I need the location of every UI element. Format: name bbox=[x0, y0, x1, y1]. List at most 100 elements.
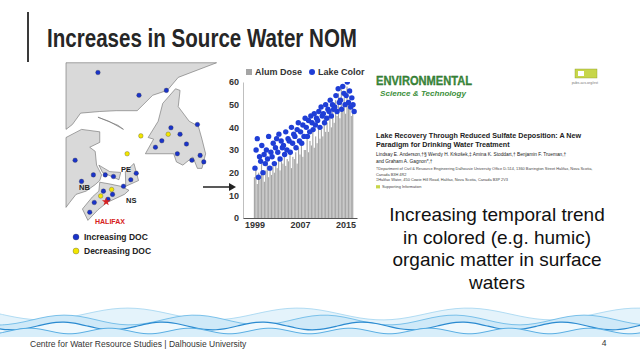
bar bbox=[301, 143, 302, 218]
paper-title: Paradigm for Drinking Water Treatment bbox=[376, 140, 510, 149]
point bbox=[317, 125, 322, 130]
point bbox=[350, 102, 355, 107]
bar bbox=[279, 170, 280, 218]
bar bbox=[284, 155, 285, 218]
point bbox=[277, 156, 282, 161]
map-site bbox=[190, 158, 195, 163]
legend-label: Alum Dose bbox=[255, 67, 302, 77]
bar bbox=[294, 159, 295, 218]
x-tick-label: 2015 bbox=[336, 220, 356, 230]
bar bbox=[344, 98, 345, 218]
bar bbox=[342, 109, 343, 218]
x-axis-line bbox=[244, 218, 358, 219]
map-site bbox=[166, 132, 171, 137]
bar bbox=[336, 116, 337, 218]
bar bbox=[291, 168, 292, 218]
legend-label: Decreasing DOC bbox=[84, 246, 151, 256]
slide-title: Increases in Source Water NOM bbox=[47, 24, 357, 52]
bar bbox=[349, 96, 350, 218]
bar bbox=[274, 173, 275, 218]
map-site bbox=[195, 122, 200, 127]
bar bbox=[270, 168, 271, 218]
bar bbox=[305, 150, 306, 218]
bar bbox=[271, 175, 272, 218]
paper-title: Lake Recovery Through Reduced Sulfate De… bbox=[376, 131, 582, 140]
y-tick-label: 10 bbox=[229, 191, 239, 201]
bar bbox=[327, 123, 328, 218]
map-site bbox=[92, 200, 97, 205]
caption-line: in colored (e.g. humic) bbox=[403, 227, 591, 248]
map-site bbox=[73, 158, 78, 163]
x-axis: 1999 2007 2015 bbox=[244, 218, 358, 230]
paper-authors: Lindsay E. Anderson,†§ Wendy H. Krkošek,… bbox=[376, 152, 567, 157]
point bbox=[349, 95, 354, 100]
bar bbox=[295, 152, 296, 218]
land bbox=[66, 63, 217, 130]
bar bbox=[351, 116, 352, 218]
map-site bbox=[153, 145, 158, 150]
bar bbox=[339, 118, 340, 218]
caption-line: Increasing temporal trend bbox=[389, 204, 604, 225]
point bbox=[276, 131, 281, 136]
y-axis: 0102030405060 bbox=[229, 77, 244, 223]
map-site bbox=[103, 173, 108, 178]
bar bbox=[277, 168, 278, 218]
chart: 0102030405060199920072015Alum DoseLake C… bbox=[229, 67, 365, 230]
wave-fill bbox=[0, 315, 640, 337]
x-tick: 2007 bbox=[290, 218, 310, 230]
point bbox=[292, 134, 297, 139]
point bbox=[338, 97, 343, 102]
bar bbox=[321, 130, 322, 218]
bar bbox=[331, 127, 332, 218]
x-tick-label: 2007 bbox=[290, 220, 310, 230]
journal-name: ENVIRONMENTAL bbox=[376, 74, 472, 88]
bar bbox=[257, 184, 258, 218]
bar bbox=[268, 177, 269, 218]
bar bbox=[299, 155, 300, 218]
bar bbox=[308, 152, 309, 218]
bar bbox=[275, 164, 276, 218]
journal-subname: Science & Technology bbox=[380, 89, 467, 98]
wave-line bbox=[0, 328, 640, 334]
land bbox=[99, 165, 121, 180]
bar bbox=[298, 148, 299, 218]
bar bbox=[297, 164, 298, 218]
header-bar bbox=[27, 12, 29, 62]
map-site bbox=[128, 177, 133, 182]
bar bbox=[315, 136, 316, 218]
bar bbox=[264, 182, 265, 218]
wave-line bbox=[0, 322, 640, 330]
bar bbox=[319, 139, 320, 218]
point bbox=[283, 129, 288, 134]
bar bbox=[262, 175, 263, 218]
bar bbox=[332, 107, 333, 218]
journal-badge bbox=[575, 69, 597, 78]
y-tick: 40 bbox=[229, 123, 243, 133]
y-tick-label: 60 bbox=[229, 77, 239, 87]
point bbox=[298, 129, 303, 134]
caption-line: waters bbox=[468, 272, 525, 293]
bar bbox=[324, 118, 325, 218]
bar bbox=[272, 166, 273, 218]
city-label: HALIFAX bbox=[95, 218, 125, 225]
bar bbox=[317, 143, 318, 218]
x-tick: 1999 bbox=[245, 218, 265, 230]
bar bbox=[325, 132, 326, 218]
point bbox=[275, 150, 280, 155]
bar bbox=[328, 132, 329, 218]
bar bbox=[352, 102, 353, 218]
point bbox=[269, 154, 274, 159]
map-site bbox=[111, 174, 116, 179]
y-tick: 60 bbox=[229, 77, 243, 87]
paper-affiliation: †Department of Civil & Resource Engineer… bbox=[376, 166, 592, 171]
map-site bbox=[134, 171, 139, 176]
point bbox=[343, 93, 348, 98]
arrow-shaft bbox=[203, 186, 229, 188]
point bbox=[351, 109, 356, 114]
map-site bbox=[139, 134, 144, 139]
point bbox=[304, 125, 309, 130]
x-tick: 2015 bbox=[336, 218, 356, 230]
map-site bbox=[91, 173, 96, 178]
map-site bbox=[110, 192, 115, 197]
paper-supporting: Supporting Information bbox=[382, 184, 421, 189]
